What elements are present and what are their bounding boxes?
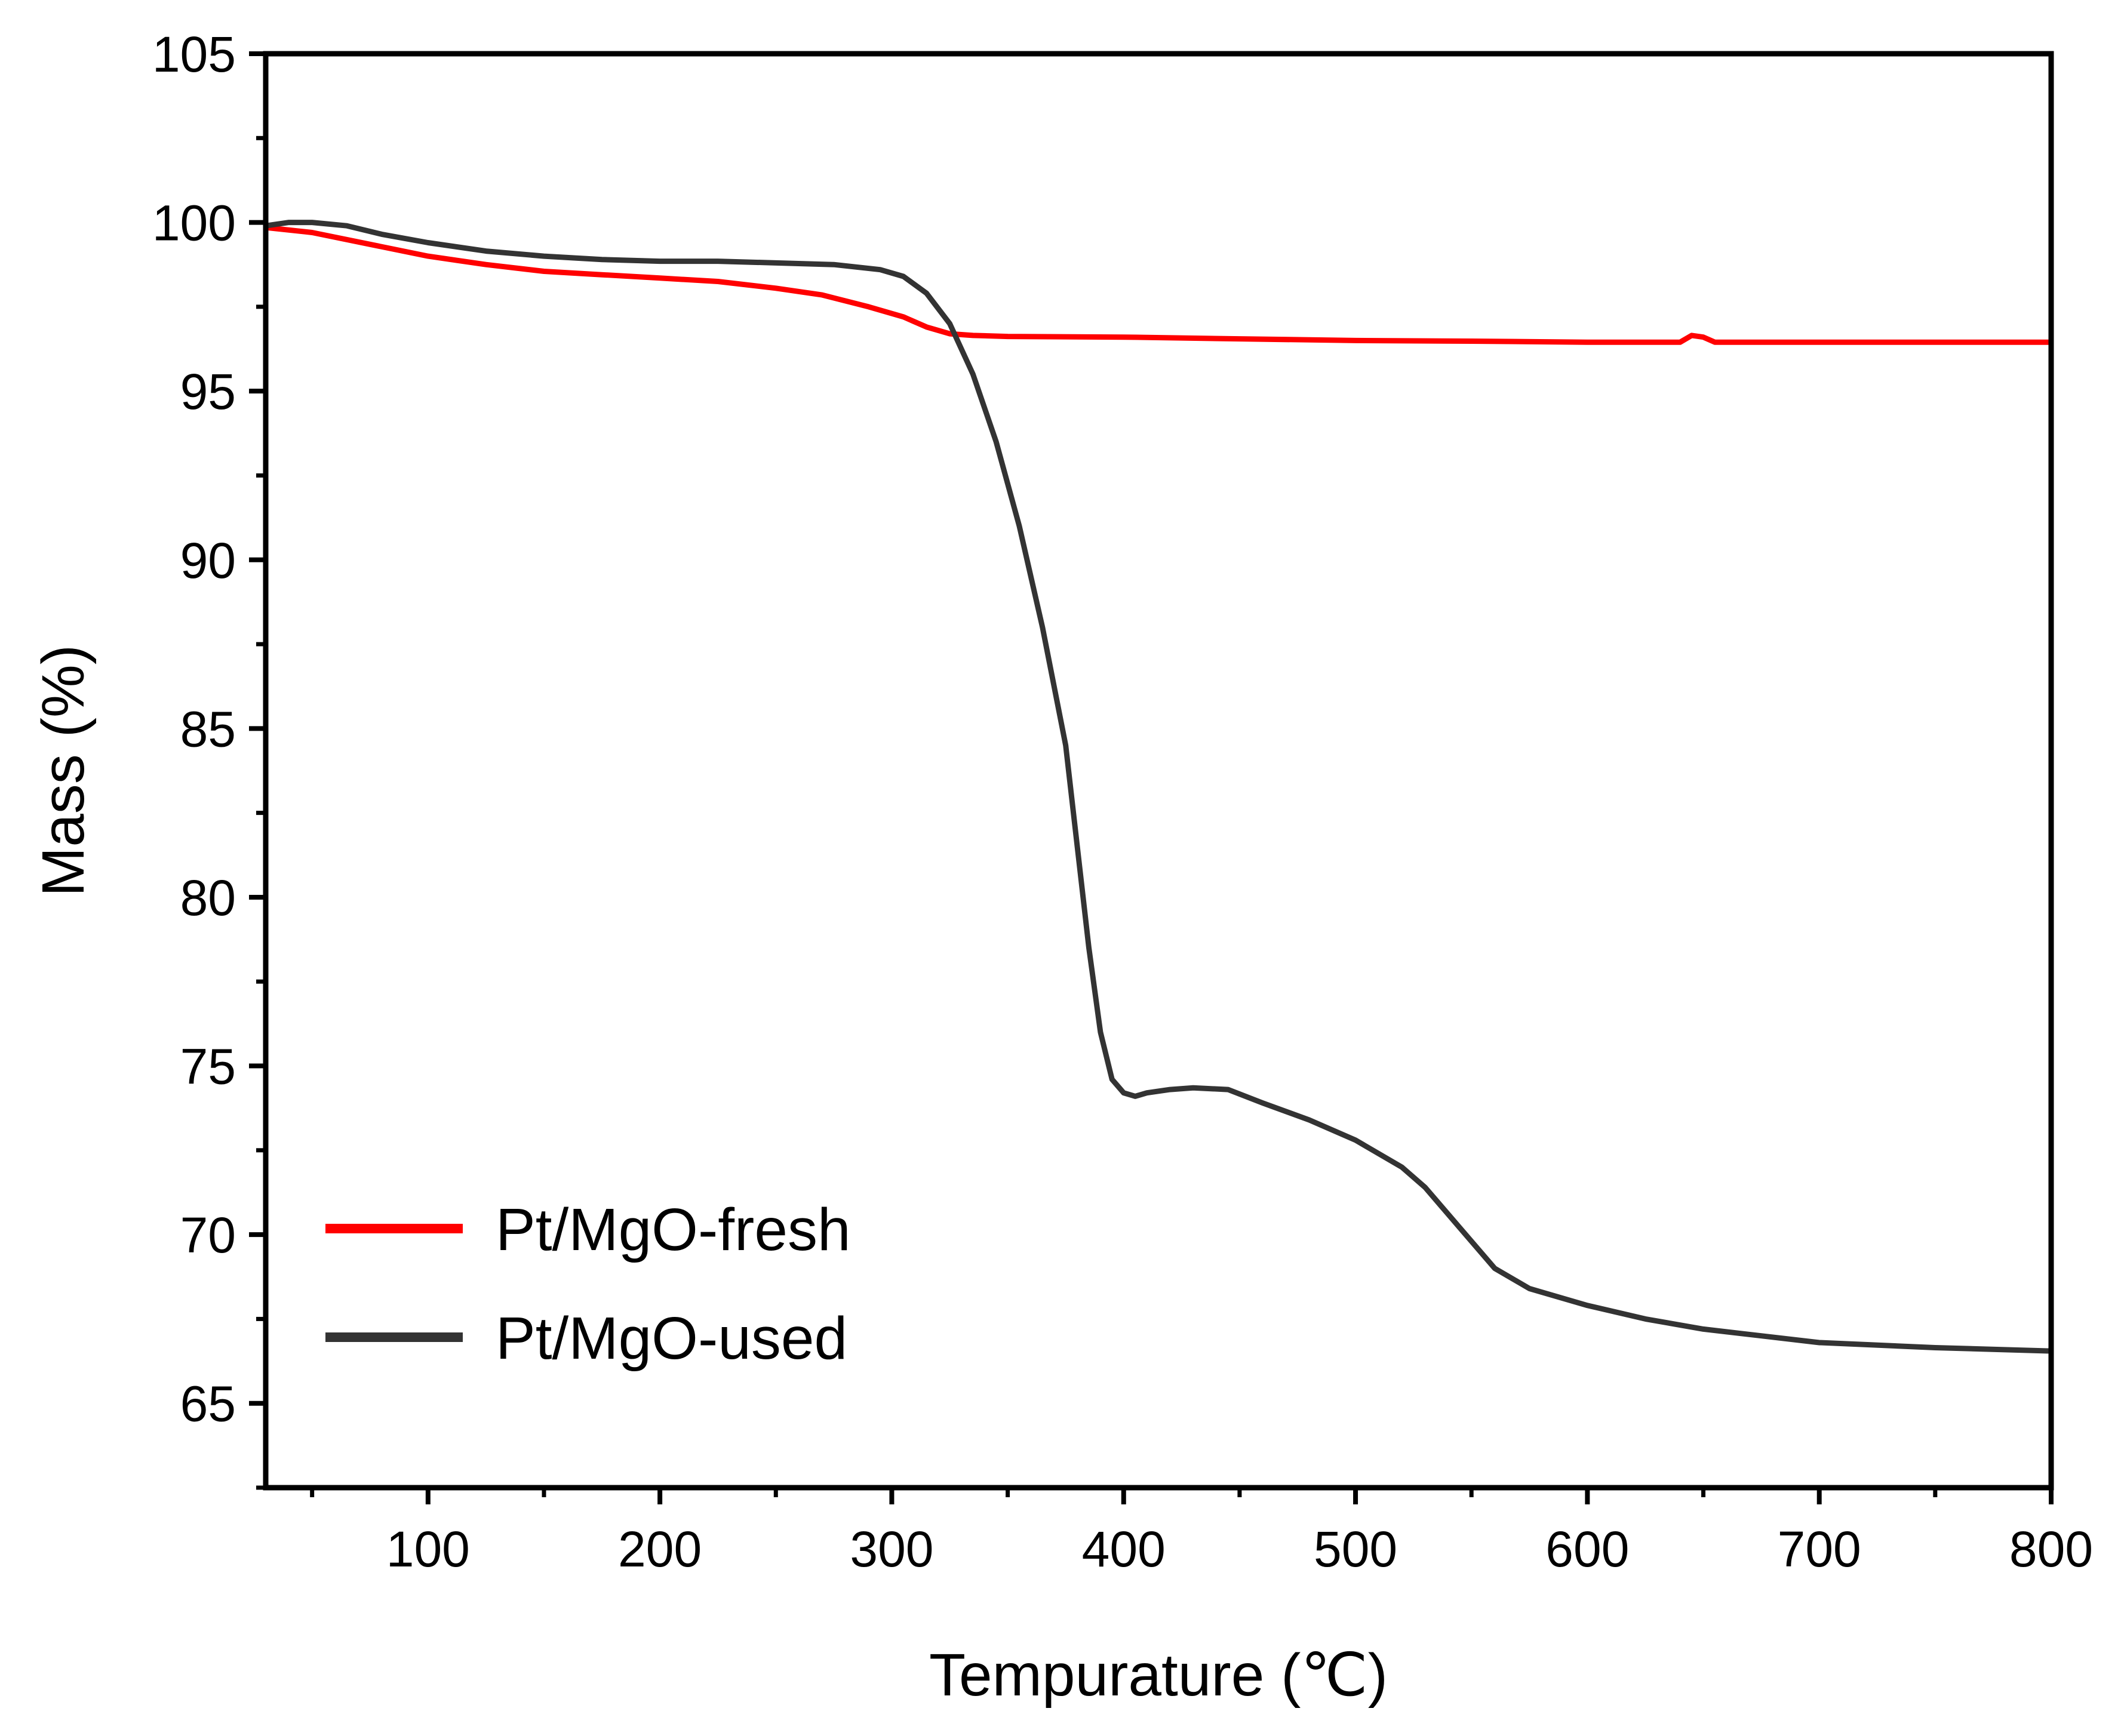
legend-label-1: Pt/MgO-fresh (496, 1196, 851, 1263)
y-tick-label: 75 (180, 1039, 236, 1095)
y-tick-label: 105 (152, 26, 236, 82)
x-axis-title: Tempurature (℃) (929, 1642, 1388, 1709)
x-tick-label: 100 (386, 1521, 470, 1577)
x-tick-label: 800 (2009, 1521, 2093, 1577)
plot-area (263, 220, 2054, 1354)
legend-label-2: Pt/MgO-used (496, 1305, 847, 1372)
y-tick-label: 65 (180, 1376, 236, 1432)
y-axis-title: Mass (%) (30, 645, 97, 897)
series-line-2 (263, 220, 2054, 1354)
y-tick-label: 100 (152, 195, 236, 251)
y-tick-label: 70 (180, 1207, 236, 1263)
x-tick-label: 700 (1778, 1521, 1861, 1577)
y-tick-label: 80 (180, 870, 236, 926)
series-line-1 (263, 224, 2054, 345)
y-tick-label: 90 (180, 533, 236, 589)
x-tick-label: 600 (1545, 1521, 1629, 1577)
x-tick-label: 500 (1314, 1521, 1397, 1577)
plot-frame (263, 51, 2054, 1491)
x-tick-label: 300 (850, 1521, 933, 1577)
x-tick-label: 400 (1082, 1521, 1166, 1577)
legend: Pt/MgO-fresh Pt/MgO-used (325, 1196, 851, 1372)
x-tick-label: 200 (618, 1521, 702, 1577)
axes: 65 70 75 80 85 90 95 100 105 100 200 300 400 500 600 70… (30, 26, 2093, 1709)
y-tick-label: 95 (180, 364, 236, 420)
y-tick-label: 85 (180, 701, 236, 757)
